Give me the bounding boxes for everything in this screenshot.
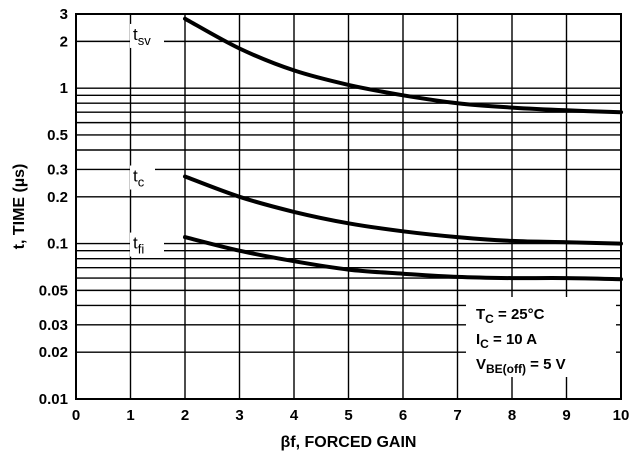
x-tick-label: 1 [126, 407, 134, 424]
curves [183, 16, 623, 282]
curve-tc [183, 174, 623, 246]
y-tick-labels: 0.01 0.02 0.03 0.05 0.1 0.2 0.3 0.5 1 2 3 [39, 6, 68, 408]
y-tick-label: 0.3 [47, 161, 68, 178]
x-tick-label: 9 [562, 407, 570, 424]
x-tick-label: 7 [453, 407, 461, 424]
y-tick-label: 0.5 [47, 127, 68, 144]
curve-label-tfi: tfi [130, 232, 164, 257]
svg-text:tfi: tfi [133, 234, 144, 257]
x-tick-label: 4 [290, 407, 299, 424]
x-tick-label: 8 [508, 407, 516, 424]
curve-tsv [183, 16, 623, 115]
x-tick-labels: 0 1 2 3 4 5 6 7 8 9 10 [72, 407, 630, 424]
x-axis-title: βf, FORCED GAIN [281, 434, 417, 451]
conditions-background [466, 297, 616, 377]
x-tick-label: 10 [613, 407, 630, 424]
condition-line: IC = 10 A [476, 331, 537, 351]
y-tick-label: 0.03 [39, 317, 68, 334]
condition-line: TC = 25°C [476, 306, 545, 326]
curve-label-tsv: tsv [130, 23, 164, 48]
curve-label-tc: tc [130, 165, 155, 190]
y-tick-label: 0.2 [47, 189, 68, 206]
y-axis-title: t, TIME (µs) [11, 164, 28, 250]
x-tick-label: 0 [72, 407, 80, 424]
x-tick-label: 3 [235, 407, 243, 424]
x-tick-label: 6 [399, 407, 407, 424]
y-tick-label: 1 [60, 80, 68, 97]
curve-labels: tsv tc tfi [130, 23, 164, 257]
y-tick-label: 0.05 [39, 282, 68, 299]
x-tick-label: 5 [344, 407, 352, 424]
y-tick-label: 0.01 [39, 391, 68, 408]
plot-frame [75, 13, 622, 400]
curve-tfi [183, 235, 623, 282]
y-tick-label: 2 [60, 33, 68, 50]
svg-text:tc: tc [133, 167, 145, 190]
x-tick-label: 2 [181, 407, 189, 424]
y-tick-label: 3 [60, 6, 68, 23]
y-tick-label: 0.1 [47, 236, 68, 253]
y-tick-label: 0.02 [39, 344, 68, 361]
